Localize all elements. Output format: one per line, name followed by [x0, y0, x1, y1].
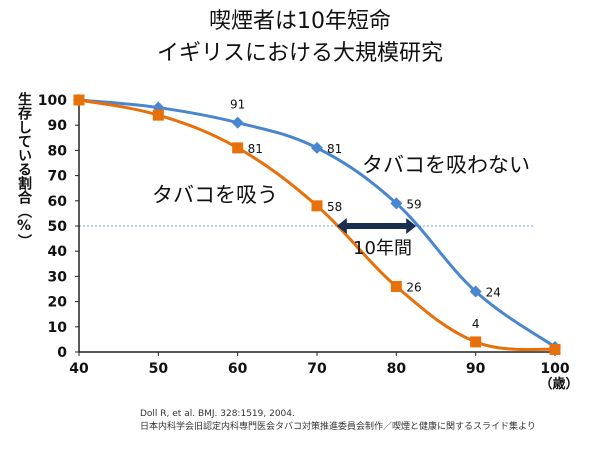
series-2-point — [390, 280, 402, 292]
x-tick-label: 90 — [466, 361, 486, 377]
y-tick-label: 100 — [38, 93, 67, 109]
x-tick-label: 50 — [149, 361, 169, 377]
series-2-point — [73, 94, 85, 106]
y-tick-label: 40 — [48, 244, 68, 260]
source-credit: 日本内科学会旧認定内科専門医会タバコ対策推進委員会制作／喫煙と健康に関するスライ… — [140, 422, 536, 432]
data-label: 26 — [406, 280, 421, 294]
ten-year-annotation: 10年間 — [353, 238, 412, 259]
series-1-point — [311, 141, 323, 154]
chart-title-line2: イギリスにおける大規模研究 — [156, 41, 443, 66]
series-line-2 — [78, 98, 556, 351]
x-tick-label: 80 — [387, 361, 407, 377]
y-tick-label: 90 — [48, 118, 68, 134]
chart-title-line1: 喫煙者は10年短命 — [209, 9, 391, 34]
data-label: 91 — [230, 98, 245, 112]
y-tick-label: 0 — [57, 345, 67, 361]
x-tick-label: 100 — [540, 361, 569, 377]
y-tick-label: 70 — [48, 169, 68, 185]
data-label: 81 — [248, 142, 263, 156]
series-2-point — [470, 336, 482, 348]
y-tick-label: 60 — [48, 194, 68, 210]
data-label: 59 — [406, 197, 421, 211]
series-name-smoker: タバコを吸う — [152, 183, 278, 207]
y-tick-label: 50 — [48, 219, 68, 235]
series-line-1 — [78, 98, 556, 349]
x-tick-label: 40 — [69, 361, 89, 377]
source-citation: Doll R, et al. BMJ. 328:1519, 2004. — [140, 409, 295, 419]
y-tick-label: 10 — [48, 320, 68, 336]
series-2-point — [549, 343, 561, 355]
series-1-point — [231, 116, 244, 129]
data-label: 58 — [327, 200, 342, 214]
x-tick-label: 70 — [307, 361, 327, 377]
series-2-point — [311, 200, 323, 212]
data-label: 4 — [472, 317, 480, 331]
x-tick-label: 60 — [228, 361, 248, 377]
y-tick-label: 30 — [48, 269, 68, 285]
series-1-point — [469, 285, 482, 298]
data-label: 24 — [486, 286, 501, 300]
y-tick-label: 20 — [48, 295, 68, 311]
y-axis-label: 生存している割合（%） — [16, 92, 32, 248]
series-name-nonsmoker: タバコを吸わない — [362, 153, 530, 177]
y-tick-label: 80 — [48, 143, 68, 159]
data-label: 81 — [327, 142, 342, 156]
series-2-point — [232, 142, 244, 154]
series-1-point — [390, 197, 403, 210]
x-axis-unit: （歳） — [539, 376, 578, 392]
ten-year-arrow — [336, 218, 417, 234]
series-2-point — [152, 109, 164, 121]
